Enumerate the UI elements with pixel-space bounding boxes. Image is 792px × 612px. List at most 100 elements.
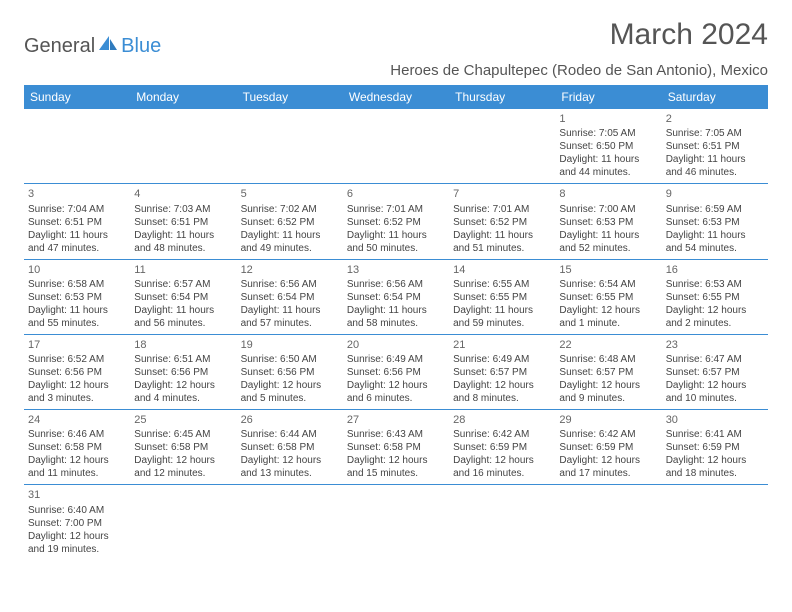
daylight-text: and 3 minutes. xyxy=(28,392,126,405)
calendar-cell: 22Sunrise: 6:48 AMSunset: 6:57 PMDayligh… xyxy=(555,334,661,409)
sunset-text: Sunset: 6:58 PM xyxy=(241,441,339,454)
daylight-text: and 47 minutes. xyxy=(28,242,126,255)
calendar-week-row: 31Sunrise: 6:40 AMSunset: 7:00 PMDayligh… xyxy=(24,485,768,560)
daylight-text: and 51 minutes. xyxy=(453,242,551,255)
daylight-text: Daylight: 11 hours xyxy=(28,304,126,317)
sunrise-text: Sunrise: 7:02 AM xyxy=(241,203,339,216)
location-subtitle: Heroes de Chapultepec (Rodeo de San Anto… xyxy=(24,62,768,79)
sunrise-text: Sunrise: 6:53 AM xyxy=(666,278,764,291)
day-number: 18 xyxy=(134,338,232,352)
sunset-text: Sunset: 6:55 PM xyxy=(559,291,657,304)
day-number: 9 xyxy=(666,187,764,201)
daylight-text: and 11 minutes. xyxy=(28,467,126,480)
sunrise-text: Sunrise: 6:42 AM xyxy=(559,428,657,441)
daylight-text: Daylight: 11 hours xyxy=(28,229,126,242)
daylight-text: Daylight: 11 hours xyxy=(134,304,232,317)
calendar-cell: 12Sunrise: 6:56 AMSunset: 6:54 PMDayligh… xyxy=(237,259,343,334)
weekday-header: Sunday xyxy=(24,85,130,109)
sunset-text: Sunset: 6:52 PM xyxy=(453,216,551,229)
calendar-cell xyxy=(130,485,236,560)
sunset-text: Sunset: 6:51 PM xyxy=(28,216,126,229)
calendar-cell: 13Sunrise: 6:56 AMSunset: 6:54 PMDayligh… xyxy=(343,259,449,334)
brand-logo: General Blue xyxy=(24,18,161,58)
daylight-text: Daylight: 12 hours xyxy=(241,379,339,392)
day-number: 28 xyxy=(453,413,551,427)
daylight-text: Daylight: 12 hours xyxy=(28,530,126,543)
day-number: 3 xyxy=(28,187,126,201)
weekday-header: Thursday xyxy=(449,85,555,109)
calendar-cell: 25Sunrise: 6:45 AMSunset: 6:58 PMDayligh… xyxy=(130,410,236,485)
calendar-week-row: 17Sunrise: 6:52 AMSunset: 6:56 PMDayligh… xyxy=(24,334,768,409)
sunset-text: Sunset: 6:56 PM xyxy=(347,366,445,379)
day-number: 23 xyxy=(666,338,764,352)
daylight-text: and 57 minutes. xyxy=(241,317,339,330)
daylight-text: and 48 minutes. xyxy=(134,242,232,255)
calendar-cell xyxy=(555,485,661,560)
calendar-cell: 28Sunrise: 6:42 AMSunset: 6:59 PMDayligh… xyxy=(449,410,555,485)
calendar-cell: 7Sunrise: 7:01 AMSunset: 6:52 PMDaylight… xyxy=(449,184,555,259)
sail-icon xyxy=(97,34,119,58)
daylight-text: and 55 minutes. xyxy=(28,317,126,330)
brand-part1: General xyxy=(24,35,95,58)
calendar-cell: 5Sunrise: 7:02 AMSunset: 6:52 PMDaylight… xyxy=(237,184,343,259)
daylight-text: Daylight: 12 hours xyxy=(134,454,232,467)
daylight-text: Daylight: 11 hours xyxy=(347,229,445,242)
brand-part2: Blue xyxy=(121,35,161,58)
daylight-text: Daylight: 11 hours xyxy=(453,304,551,317)
calendar-cell: 8Sunrise: 7:00 AMSunset: 6:53 PMDaylight… xyxy=(555,184,661,259)
sunset-text: Sunset: 6:53 PM xyxy=(559,216,657,229)
sunrise-text: Sunrise: 6:45 AM xyxy=(134,428,232,441)
calendar-cell xyxy=(343,109,449,184)
sunrise-text: Sunrise: 6:46 AM xyxy=(28,428,126,441)
sunset-text: Sunset: 6:56 PM xyxy=(28,366,126,379)
day-number: 30 xyxy=(666,413,764,427)
weekday-header: Saturday xyxy=(662,85,768,109)
calendar-cell: 17Sunrise: 6:52 AMSunset: 6:56 PMDayligh… xyxy=(24,334,130,409)
daylight-text: and 5 minutes. xyxy=(241,392,339,405)
sunset-text: Sunset: 6:59 PM xyxy=(559,441,657,454)
calendar-cell: 9Sunrise: 6:59 AMSunset: 6:53 PMDaylight… xyxy=(662,184,768,259)
daylight-text: Daylight: 12 hours xyxy=(241,454,339,467)
daylight-text: Daylight: 12 hours xyxy=(666,304,764,317)
daylight-text: and 52 minutes. xyxy=(559,242,657,255)
daylight-text: and 58 minutes. xyxy=(347,317,445,330)
calendar-cell: 16Sunrise: 6:53 AMSunset: 6:55 PMDayligh… xyxy=(662,259,768,334)
sunset-text: Sunset: 6:54 PM xyxy=(134,291,232,304)
sunrise-text: Sunrise: 7:04 AM xyxy=(28,203,126,216)
sunrise-text: Sunrise: 7:05 AM xyxy=(559,127,657,140)
calendar-cell: 10Sunrise: 6:58 AMSunset: 6:53 PMDayligh… xyxy=(24,259,130,334)
day-number: 12 xyxy=(241,263,339,277)
daylight-text: and 6 minutes. xyxy=(347,392,445,405)
calendar-cell xyxy=(343,485,449,560)
sunset-text: Sunset: 6:57 PM xyxy=(453,366,551,379)
calendar-cell: 23Sunrise: 6:47 AMSunset: 6:57 PMDayligh… xyxy=(662,334,768,409)
day-number: 6 xyxy=(347,187,445,201)
daylight-text: and 18 minutes. xyxy=(666,467,764,480)
sunrise-text: Sunrise: 6:51 AM xyxy=(134,353,232,366)
page-title: March 2024 xyxy=(610,18,768,52)
calendar-week-row: 24Sunrise: 6:46 AMSunset: 6:58 PMDayligh… xyxy=(24,410,768,485)
daylight-text: and 2 minutes. xyxy=(666,317,764,330)
daylight-text: Daylight: 11 hours xyxy=(666,153,764,166)
sunset-text: Sunset: 6:53 PM xyxy=(28,291,126,304)
day-number: 21 xyxy=(453,338,551,352)
daylight-text: Daylight: 12 hours xyxy=(453,454,551,467)
daylight-text: Daylight: 12 hours xyxy=(666,379,764,392)
day-number: 10 xyxy=(28,263,126,277)
day-number: 17 xyxy=(28,338,126,352)
daylight-text: and 54 minutes. xyxy=(666,242,764,255)
day-number: 14 xyxy=(453,263,551,277)
sunrise-text: Sunrise: 6:55 AM xyxy=(453,278,551,291)
day-number: 24 xyxy=(28,413,126,427)
sunset-text: Sunset: 6:50 PM xyxy=(559,140,657,153)
daylight-text: and 44 minutes. xyxy=(559,166,657,179)
sunrise-text: Sunrise: 6:47 AM xyxy=(666,353,764,366)
day-number: 26 xyxy=(241,413,339,427)
sunrise-text: Sunrise: 6:56 AM xyxy=(347,278,445,291)
daylight-text: Daylight: 12 hours xyxy=(347,454,445,467)
sunset-text: Sunset: 6:53 PM xyxy=(666,216,764,229)
weekday-header: Monday xyxy=(130,85,236,109)
day-number: 1 xyxy=(559,112,657,126)
sunset-text: Sunset: 6:56 PM xyxy=(134,366,232,379)
sunset-text: Sunset: 6:58 PM xyxy=(28,441,126,454)
